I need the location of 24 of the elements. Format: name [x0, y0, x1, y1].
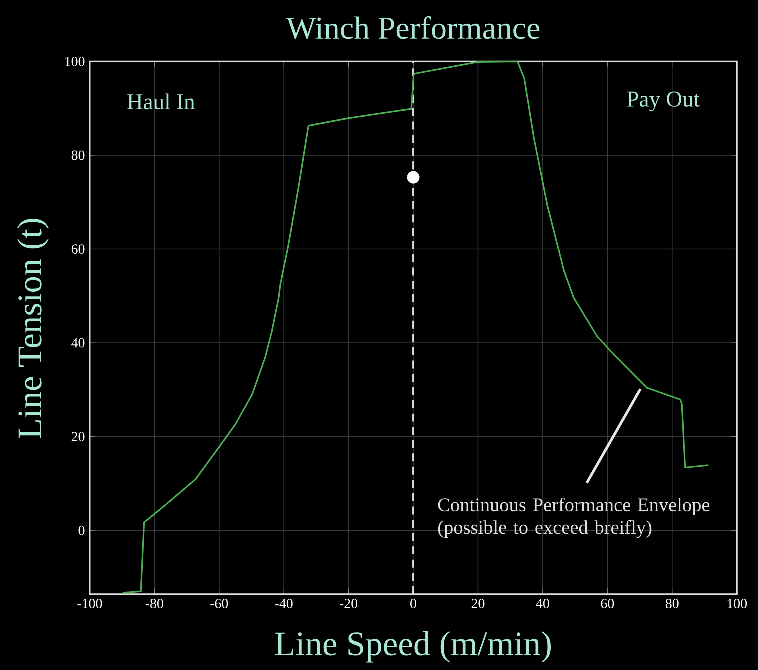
- y-axis-title: Line Tension (t): [18, 219, 49, 438]
- y-tick-label: 100: [66, 57, 85, 66]
- y-tick-label: 80: [72, 150, 85, 160]
- x-tick-label: -80: [146, 599, 164, 608]
- x-tick-label: -20: [340, 599, 358, 608]
- x-tick-label: 0: [410, 599, 416, 608]
- annotation: Haul In: [128, 94, 195, 110]
- x-tick-label: 100: [728, 599, 748, 608]
- annotation: Continuous Performance Envelope (possible to exceed breifly): [438, 498, 710, 538]
- x-tick-label: -40: [275, 599, 293, 608]
- chart-title: Winch Performance: [286, 16, 540, 40]
- line-series: [122, 60, 710, 594]
- x-tick-label: 20: [472, 599, 485, 608]
- x-axis-title: Line Speed (m/min): [276, 631, 551, 663]
- annotation: Pay Out: [627, 92, 700, 112]
- x-tick-label: -100: [78, 599, 102, 608]
- x-tick-label: 80: [666, 599, 679, 608]
- y-tick-label: 20: [72, 432, 85, 442]
- x-tick-label: 60: [601, 599, 614, 608]
- y-tick-label: 40: [72, 338, 85, 348]
- x-tick-label: -60: [210, 599, 228, 608]
- y-tick-label: 60: [72, 244, 85, 254]
- y-tick-label: 0: [78, 526, 85, 536]
- x-tick-label: 40: [536, 599, 550, 608]
